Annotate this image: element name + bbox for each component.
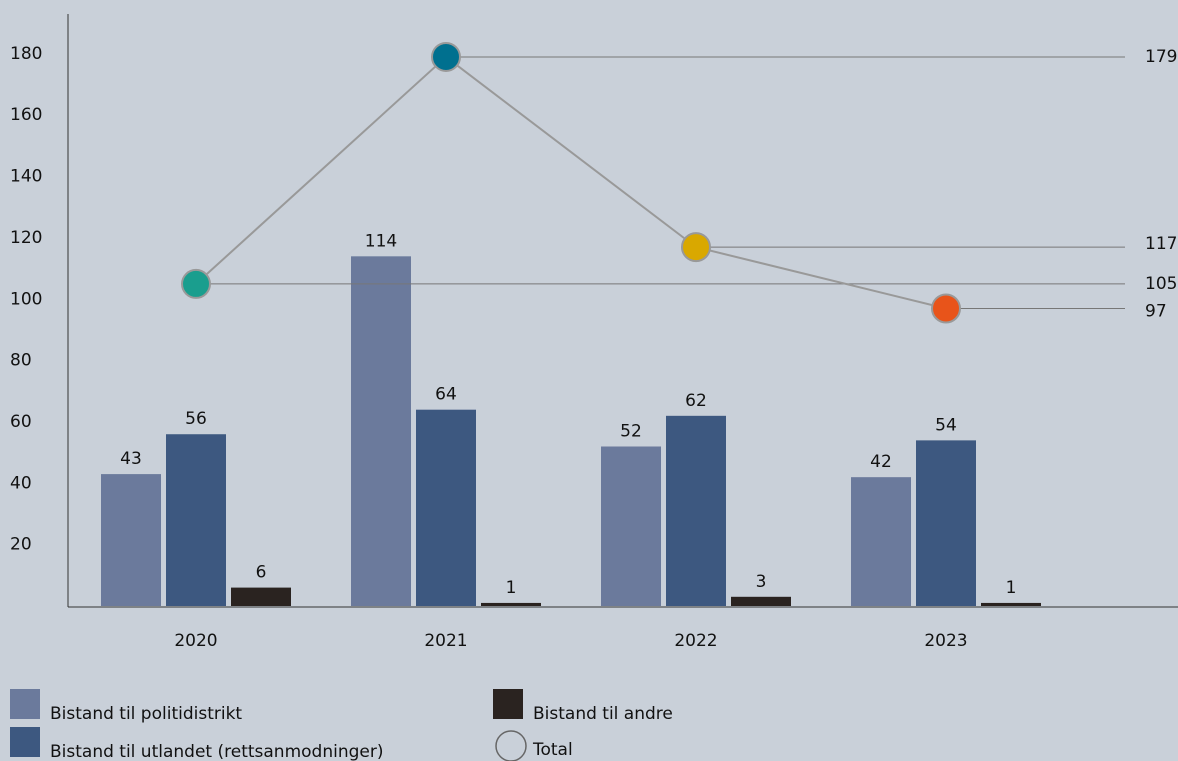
- bar-value-label: 64: [435, 385, 457, 405]
- total-point: [931, 293, 961, 324]
- total-value-label: 105: [1145, 274, 1177, 294]
- x-tick-label: 2022: [674, 631, 717, 651]
- bar-value-label: 1: [1006, 578, 1017, 598]
- bar: [481, 602, 541, 606]
- bar: [916, 440, 976, 606]
- total-value-label: 179: [1145, 47, 1177, 67]
- legend-swatch: [10, 727, 40, 757]
- y-tick-label: 60: [10, 412, 32, 432]
- y-tick-label: 160: [10, 105, 42, 125]
- bar: [166, 434, 226, 606]
- legend-label: Bistand til utlandet (rettsanmodninger): [50, 742, 383, 761]
- bar-value-label: 56: [185, 409, 207, 429]
- total-value-label: 97: [1145, 301, 1167, 321]
- bar: [851, 477, 911, 606]
- bar-value-label: 54: [935, 415, 957, 435]
- total-value-label: 117: [1145, 234, 1177, 254]
- bar-value-label: 52: [620, 421, 642, 441]
- bar: [101, 474, 161, 606]
- bar: [981, 602, 1041, 606]
- bar-value-label: 3: [756, 572, 767, 592]
- legend-label: Bistand til andre: [533, 704, 673, 724]
- total-point: [181, 268, 211, 299]
- legend-swatch: [10, 689, 40, 719]
- total-point: [681, 232, 711, 263]
- bar-value-label: 62: [685, 391, 707, 411]
- y-tick-label: 120: [10, 228, 42, 248]
- bar-value-label: 42: [870, 452, 892, 472]
- x-tick-label: 2021: [424, 631, 467, 651]
- bar: [666, 415, 726, 606]
- y-tick-label: 100: [10, 289, 42, 309]
- y-tick-label: 140: [10, 167, 42, 187]
- y-tick-label: 20: [10, 535, 32, 555]
- bar-value-label: 6: [256, 563, 267, 583]
- legend-swatch: [495, 730, 527, 761]
- y-tick-label: 80: [10, 351, 32, 371]
- x-tick-label: 2020: [174, 631, 217, 651]
- bar-value-label: 43: [120, 449, 142, 469]
- bar: [416, 409, 476, 606]
- total-point: [431, 41, 461, 72]
- bar: [601, 446, 661, 606]
- legend-label: Total: [532, 740, 573, 760]
- y-tick-label: 180: [10, 44, 42, 64]
- legend-swatch: [493, 689, 523, 719]
- bar-value-label: 1: [506, 578, 517, 598]
- legend-label: Bistand til politidistrikt: [50, 704, 242, 724]
- total-line: [195, 55, 947, 310]
- x-tick-label: 2023: [924, 631, 967, 651]
- bar: [351, 256, 411, 606]
- bar: [231, 587, 291, 606]
- bar: [731, 596, 791, 606]
- y-tick-label: 40: [10, 473, 32, 493]
- bar-value-label: 114: [365, 231, 397, 251]
